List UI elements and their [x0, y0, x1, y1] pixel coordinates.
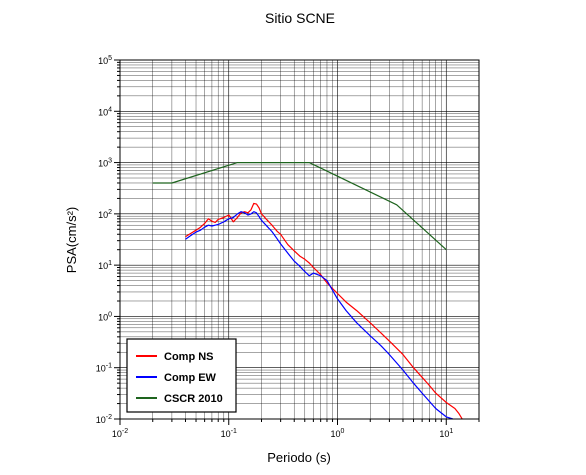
chart-title: Sitio SCNE — [265, 10, 335, 26]
y-tick-label: 104 — [98, 106, 112, 117]
series-layer — [152, 162, 463, 420]
series-line-comp-ns — [185, 202, 463, 420]
legend: Comp NS Comp EW CSCR 2010 — [126, 338, 237, 413]
x-tick-label: 100 — [331, 428, 345, 439]
legend-box — [126, 338, 237, 413]
y-tick-label: 105 — [98, 55, 112, 66]
y-tick-label: 10-1 — [96, 363, 112, 374]
x-tick-label: 101 — [439, 428, 453, 439]
tick-marks — [114, 59, 480, 425]
legend-label-cscr-2010: CSCR 2010 — [164, 393, 223, 405]
grid — [119, 59, 480, 420]
y-axis-label: PSA(cm/s²) — [64, 207, 79, 273]
y-tick-label: 101 — [98, 260, 112, 271]
y-tick-label: 103 — [98, 158, 112, 169]
x-tick-label: 10-2 — [112, 428, 128, 439]
x-axis-label: Periodo (s) — [267, 450, 331, 465]
x-tick-label: 10-1 — [221, 428, 237, 439]
series-line-comp-ew — [185, 211, 454, 420]
y-tick-label: 102 — [98, 209, 112, 220]
y-tick-label: 10-2 — [96, 414, 112, 425]
series-line-cscr-2010 — [152, 162, 447, 251]
legend-label-comp-ns: Comp NS — [164, 351, 214, 363]
y-tick-label: 100 — [98, 311, 112, 322]
legend-label-comp-ew: Comp EW — [164, 372, 217, 384]
tick-labels: 10-2 10-1 100 101 10-2 10-1 100 101 102 103 104 105 — [96, 55, 454, 439]
plot-frame — [119, 59, 480, 420]
